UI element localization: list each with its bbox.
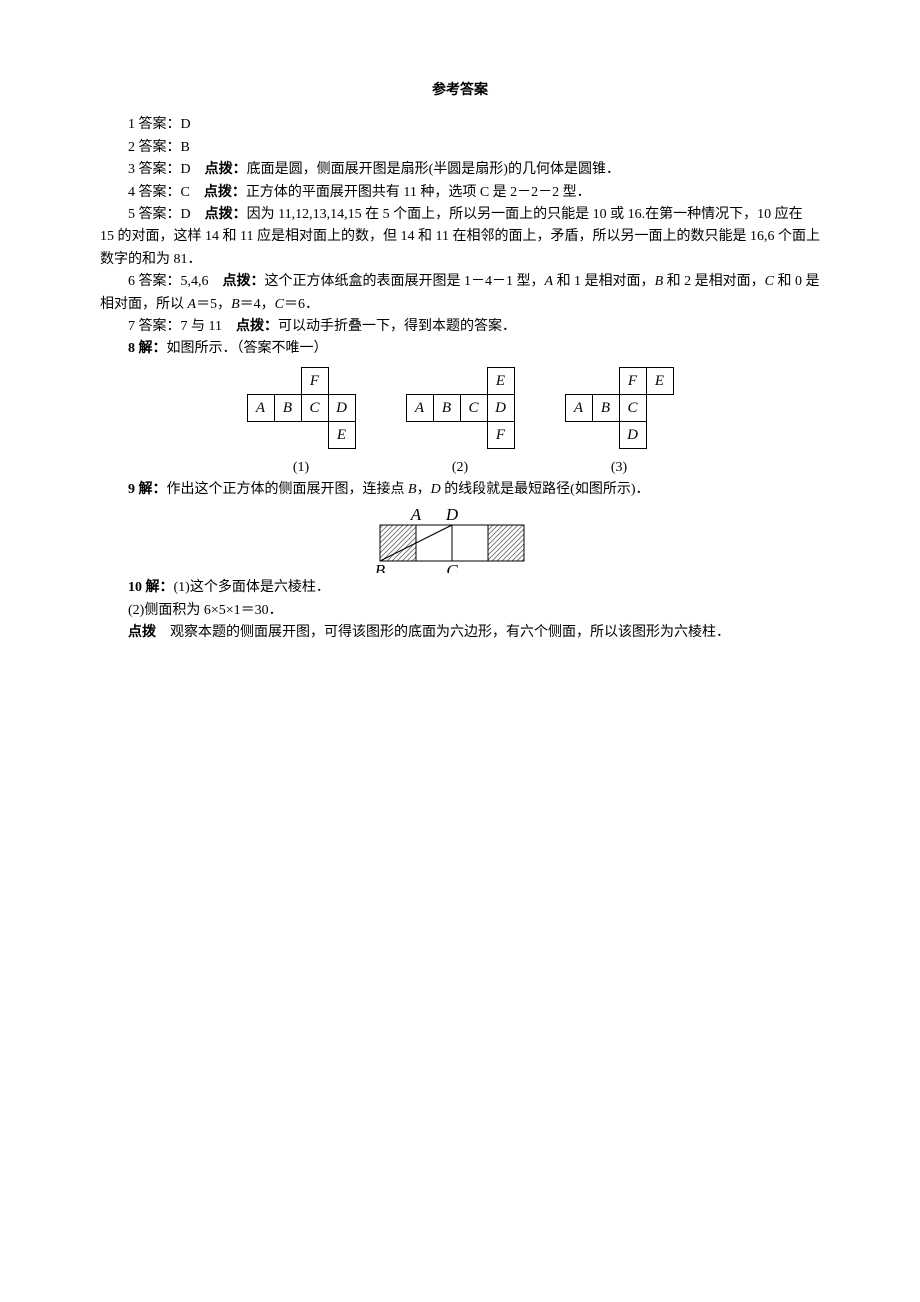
- svg-text:A: A: [410, 505, 422, 524]
- net-cell: E: [487, 367, 515, 395]
- a10-label: 点拨: [128, 625, 156, 640]
- a9-B: B: [408, 482, 417, 497]
- page-title: 参考答案: [100, 80, 820, 102]
- a10-body3: 观察本题的侧面展开图，可得该图形的底面为六边形，有六个侧面，所以该图形为六棱柱．: [156, 625, 730, 640]
- net-2-label: (2): [452, 457, 468, 479]
- a3-label: 点拨：: [205, 162, 247, 177]
- svg-text:B: B: [375, 561, 386, 573]
- svg-text:C: C: [446, 561, 458, 573]
- a9-body-b: ，: [417, 482, 431, 497]
- answer-3: 3 答案：D 点拨：底面是圆，侧面展开图是扇形(半圆是扇形)的几何体是圆锥．: [100, 159, 820, 181]
- a8-body: 如图所示．（答案不唯一）: [167, 341, 328, 356]
- answer-8: 8 解：如图所示．（答案不唯一）: [100, 338, 820, 360]
- net-cell: A: [406, 394, 434, 422]
- net-cell: C: [619, 394, 647, 422]
- net-cell: A: [565, 394, 593, 422]
- a9-body-c: 的线段就是最短路径(如图所示)．: [441, 482, 650, 497]
- a6-body-b: 和 1 是相对面，: [553, 274, 655, 289]
- answer-10-line2: (2)侧面积为 6×5×1＝30．: [100, 600, 820, 622]
- net-cell: F: [619, 367, 647, 395]
- answer-1: 1 答案：D: [100, 114, 820, 136]
- net-cell: A: [247, 394, 275, 422]
- net-cell: B: [433, 394, 461, 422]
- net-cell: C: [460, 394, 488, 422]
- svg9-wrap: A D B C: [100, 503, 820, 573]
- net-cell: F: [301, 367, 329, 395]
- net-1-grid: FABCDE: [247, 367, 356, 449]
- a6-body-c: 和 2 是相对面，: [663, 274, 765, 289]
- net-3-label: (3): [611, 457, 627, 479]
- a6-body-a: 这个正方体纸盒的表面展开图是 1－4－1 型，: [265, 274, 545, 289]
- a6-pre: 6 答案：5,4,6: [128, 274, 223, 289]
- a6-body-f: ＝4，: [240, 297, 275, 312]
- net-2: E ABCDF (2): [406, 367, 515, 479]
- a4-body: 正方体的平面展开图共有 11 种，选项 C 是 2－2－2 型．: [246, 185, 591, 200]
- answer-5: 5 答案：D 点拨：因为 11,12,13,14,15 在 5 个面上，所以另一…: [100, 204, 820, 271]
- net-3-grid: FE ABCD: [565, 367, 674, 449]
- a4-pre: 4 答案：C: [128, 185, 204, 200]
- answer-10-line3: 点拨 观察本题的侧面展开图，可得该图形的底面为六边形，有六个侧面，所以该图形为六…: [100, 622, 820, 644]
- shortest-path-diagram: A D B C: [370, 503, 550, 573]
- a6-A2: A: [188, 297, 197, 312]
- net-1-label: (1): [293, 457, 309, 479]
- net-cell: F: [487, 421, 515, 449]
- net-cell: B: [592, 394, 620, 422]
- answer-10-line1: 10 解：(1)这个多面体是六棱柱．: [100, 577, 820, 599]
- a6-C: C: [765, 274, 774, 289]
- net-cell: E: [646, 367, 674, 395]
- a6-A: A: [545, 274, 554, 289]
- answer-2: 2 答案：B: [100, 137, 820, 159]
- answer-7: 7 答案：7 与 11 点拨：可以动手折叠一下，得到本题的答案．: [100, 316, 820, 338]
- a4-label: 点拨：: [204, 185, 246, 200]
- nets-row: FABCDE (1) EABCDF (2) FEABCD (3): [100, 367, 820, 479]
- answer-4: 4 答案：C 点拨：正方体的平面展开图共有 11 种，选项 C 是 2－2－2 …: [100, 182, 820, 204]
- a3-body: 底面是圆，侧面展开图是扇形(半圆是扇形)的几何体是圆锥．: [247, 162, 620, 177]
- net-cell: E: [328, 421, 356, 449]
- answer-6: 6 答案：5,4,6 点拨：这个正方体纸盒的表面展开图是 1－4－1 型，A 和…: [100, 271, 820, 316]
- net-3: FE ABCD (3): [565, 367, 674, 479]
- a7-label: 点拨：: [236, 319, 278, 334]
- a9-D: D: [431, 482, 441, 497]
- a6-B: B: [655, 274, 664, 289]
- net-cell: D: [619, 421, 647, 449]
- a3-pre: 3 答案：D: [128, 162, 205, 177]
- net-cell: B: [274, 394, 302, 422]
- net-1: FABCDE (1): [247, 367, 356, 479]
- a9-pre: 9 解：: [128, 482, 167, 497]
- answer-9: 9 解：作出这个正方体的侧面展开图，连接点 B，D 的线段就是最短路径(如图所示…: [100, 479, 820, 501]
- a7-body: 可以动手折叠一下，得到本题的答案．: [278, 319, 516, 334]
- net-cell: D: [487, 394, 515, 422]
- a6-C2: C: [275, 297, 284, 312]
- a8-pre: 8 解：: [128, 341, 167, 356]
- a6-B2: B: [231, 297, 240, 312]
- a5-label: 点拨：: [205, 207, 247, 222]
- a7-pre: 7 答案：7 与 11: [128, 319, 236, 334]
- a10-body1: (1)这个多面体是六棱柱．: [174, 580, 330, 595]
- net-cell: C: [301, 394, 329, 422]
- net-2-grid: E ABCDF: [406, 367, 515, 449]
- a9-body-a: 作出这个正方体的侧面展开图，连接点: [167, 482, 409, 497]
- a6-label: 点拨：: [223, 274, 265, 289]
- a6-body-e: ＝5，: [196, 297, 231, 312]
- a10-pre: 10 解：: [128, 580, 174, 595]
- net-cell: D: [328, 394, 356, 422]
- a6-body-g: ＝6．: [284, 297, 319, 312]
- svg-text:D: D: [445, 505, 459, 524]
- a5-pre: 5 答案：D: [128, 207, 205, 222]
